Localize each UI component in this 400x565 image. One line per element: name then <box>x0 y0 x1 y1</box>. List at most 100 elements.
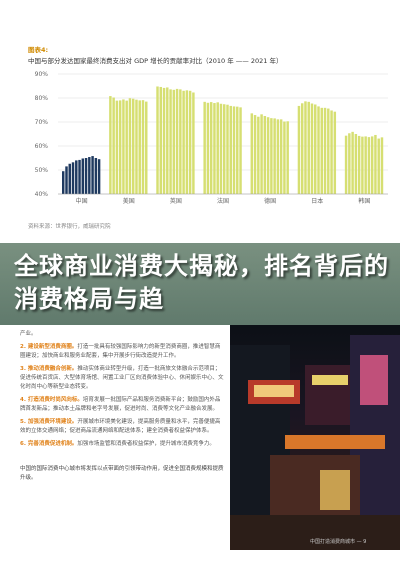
bar <box>253 115 257 194</box>
y-tick-label: 60% <box>35 143 49 150</box>
bar <box>78 159 81 194</box>
bar <box>175 88 179 194</box>
bar <box>169 89 172 194</box>
night-street-photo <box>230 325 400 550</box>
x-category-label: 日本 <box>311 197 323 205</box>
bar <box>135 99 138 194</box>
list-item-heading: 4. 打造消费时尚风向标。 <box>20 397 83 403</box>
article-headline: 全球商业消费大揭秘，排名背后的消费格局与趋 <box>14 252 389 313</box>
bar <box>138 100 141 194</box>
y-tick-label: 70% <box>35 119 49 126</box>
bar-chart: 90% 80% 70% 60% 50% 40% 中国 美国 英国 法国 德国 日本 韩国 <box>35 71 388 205</box>
x-category-label: 英国 <box>170 197 182 205</box>
list-item-heading: 6. 完善消费促进机制。 <box>20 441 78 447</box>
bar <box>81 158 85 194</box>
list-item: 产业。 <box>20 330 225 339</box>
bar <box>297 105 301 194</box>
photo-caption: 中国打造消费商城市 — 9 <box>310 539 367 545</box>
x-category-label: 法国 <box>217 197 229 205</box>
list-item-heading: 3. 推动消费融合创新。 <box>20 366 78 372</box>
bar <box>216 102 219 194</box>
x-category-label: 韩国 <box>358 197 370 205</box>
list-item-body: 推动实体商业转型升级，打造一批商旅文体融合示范项目；促进传统百货店、大型体育场馆… <box>20 366 224 390</box>
bar <box>270 118 273 194</box>
bar <box>185 90 189 194</box>
bar <box>266 117 270 194</box>
list-item: 2. 建设新型消费商圈。打造一批具有较强国际影响力的新型消费商圈，推进智慧商圈建… <box>20 343 225 361</box>
bar <box>209 102 213 194</box>
bar <box>239 107 242 194</box>
y-tick-label: 50% <box>35 167 49 174</box>
bar <box>320 107 324 194</box>
figure-source: 资料来源：世界银行，威瑞研究院 <box>28 224 111 230</box>
bar <box>112 97 115 194</box>
bar <box>88 157 91 194</box>
bar <box>94 158 98 194</box>
bar <box>128 98 132 194</box>
bar <box>351 131 354 194</box>
bar <box>192 92 195 194</box>
bar <box>317 106 320 194</box>
bar <box>236 106 239 194</box>
bar <box>115 100 119 194</box>
bar <box>68 163 71 194</box>
list-item: 4. 打造消费时尚风向标。培育发展一批国际产品和服务消费新平台；鼓励国内外品牌首… <box>20 396 225 414</box>
bar <box>330 110 333 194</box>
bar <box>357 135 361 194</box>
bar <box>361 136 364 194</box>
bar <box>188 90 192 194</box>
list-item-body: 加强市场监管和消费者权益保护，提升城市消费竞争力。 <box>77 441 215 447</box>
bar <box>304 101 307 194</box>
bar <box>65 166 68 194</box>
text-column: 产业。 2. 建设新型消费商圈。打造一批具有较强国际影响力的新型消费商圈，推进智慧… <box>20 330 225 483</box>
figure-label: 图表4: <box>28 46 49 54</box>
x-category-label: 德国 <box>264 197 276 205</box>
x-category-label: 中国 <box>76 197 88 205</box>
list-item-body: 打造一批具有较强国际影响力的新型消费商圈，推进智慧商圈建设；加快商业和服务业配套… <box>20 344 221 359</box>
bar <box>226 104 229 194</box>
bar <box>333 111 337 194</box>
closing-paragraph: 中国的国际消费中心城市将发挥以点带面的引领带动作用，促进全国消费规模和提质升级。 <box>20 466 224 481</box>
bar <box>179 89 182 194</box>
bar <box>131 98 135 194</box>
list-item: 3. 推动消费融合创新。推动实体商业转型升级，打造一批商旅文体融合示范项目；促进… <box>20 365 225 392</box>
bar <box>348 133 351 194</box>
bar <box>367 137 371 194</box>
y-tick-label: 80% <box>35 95 49 102</box>
y-tick-label: 40% <box>35 191 49 198</box>
bar <box>273 118 276 194</box>
bar <box>250 113 254 194</box>
bar <box>62 171 65 194</box>
figure-title: 中国与部分发达国家最终消费支出对 GDP 增长的贡献率对比（2010 年 —— … <box>28 57 283 66</box>
bar <box>122 99 125 194</box>
list-item-body: 开展城市环境美化建设，提高服务质量和水平，完善便捷高效的立体交通网络；促进商品流… <box>20 419 221 434</box>
bar <box>182 90 185 194</box>
bar <box>213 103 216 194</box>
bar <box>300 103 304 194</box>
bar <box>263 116 267 194</box>
bar <box>380 137 384 194</box>
bar <box>97 159 101 194</box>
bar <box>286 121 289 194</box>
list-item-body: 产业。 <box>20 331 37 337</box>
bar <box>219 103 223 194</box>
bar <box>141 100 145 194</box>
bar <box>364 136 367 194</box>
bar <box>279 119 283 194</box>
bar <box>283 121 286 194</box>
bar <box>206 102 210 194</box>
bar <box>377 138 380 194</box>
list-item-heading: 2. 建设新型消费商圈。 <box>20 344 78 350</box>
bar <box>260 114 263 194</box>
bar <box>172 89 176 194</box>
bar <box>203 101 206 194</box>
bar <box>166 87 169 194</box>
bar <box>159 86 163 194</box>
bar <box>257 116 260 194</box>
bar <box>118 100 122 194</box>
bar <box>91 156 94 194</box>
bar <box>310 103 314 194</box>
title-banner-background <box>0 243 400 325</box>
bar <box>145 101 148 194</box>
